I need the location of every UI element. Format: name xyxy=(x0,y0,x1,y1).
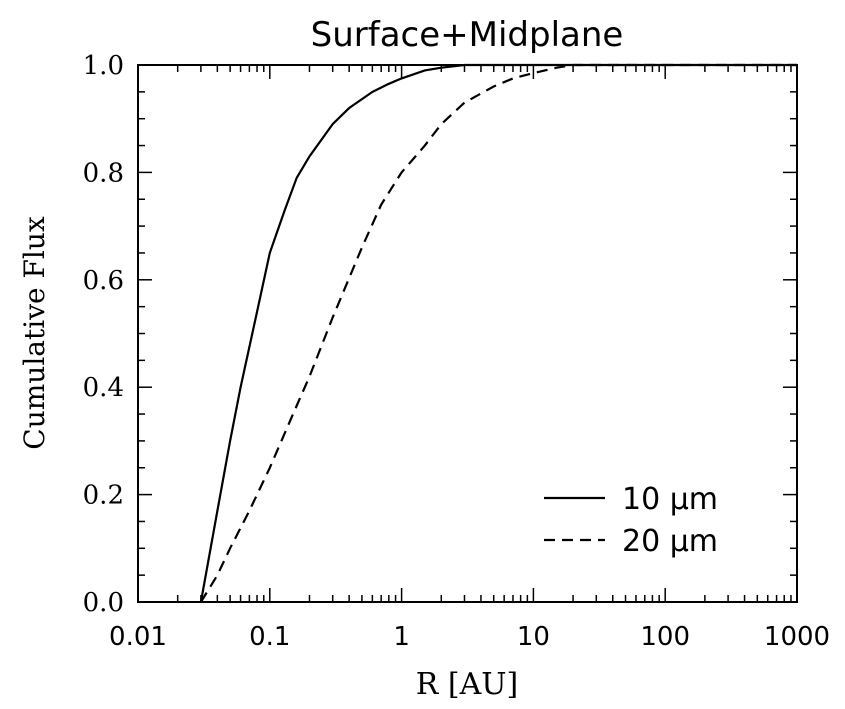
y-tick-label: 0.6 xyxy=(83,266,124,296)
legend-label: 10 μm xyxy=(622,482,718,517)
x-tick-label: 0.01 xyxy=(109,622,167,652)
y-tick-label: 0.0 xyxy=(83,588,124,618)
x-tick-label: 0.1 xyxy=(249,622,290,652)
chart-title: Surface+Midplane xyxy=(311,15,624,55)
y-tick-label: 0.4 xyxy=(83,373,124,403)
x-tick-label: 100 xyxy=(640,622,690,652)
series-line-10um xyxy=(199,63,797,603)
y-axis-label: Cumulative Flux xyxy=(18,216,51,450)
x-tick-label: 1 xyxy=(393,622,410,652)
y-tick-label: 0.8 xyxy=(83,158,124,188)
series-lines xyxy=(199,63,797,603)
y-tick-labels: 0.0 0.2 0.4 0.6 0.8 1.0 xyxy=(83,51,124,618)
y-tick-label: 1.0 xyxy=(83,51,124,81)
plot-frame xyxy=(137,64,798,603)
x-tick-label: 1000 xyxy=(764,622,830,652)
x-axis-label: R [AU] xyxy=(416,667,518,702)
x-tick-labels: 0.01 0.1 1 10 100 1000 xyxy=(109,622,830,652)
y-tick-label: 0.2 xyxy=(83,481,124,511)
legend: 10 μm 20 μm xyxy=(544,482,718,559)
axis-ticks xyxy=(137,64,798,603)
legend-label: 20 μm xyxy=(622,524,718,559)
x-tick-label: 10 xyxy=(517,622,550,652)
series-line-20um xyxy=(199,63,797,603)
